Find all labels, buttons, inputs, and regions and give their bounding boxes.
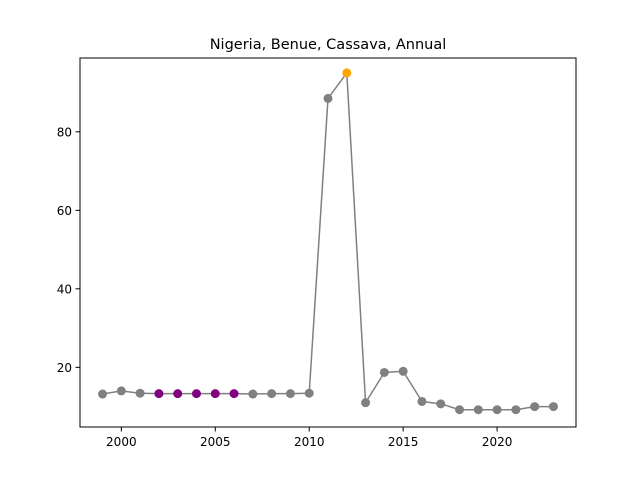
data-point [530,402,540,412]
data-point [210,389,220,399]
y-tick-label: 60 [57,204,72,218]
data-point [229,389,239,399]
data-point [285,389,295,399]
data-point [455,405,465,415]
data-point [492,405,502,415]
data-point [511,405,521,415]
x-tick-label: 2020 [482,435,513,449]
plot-frame [79,57,577,428]
data-point [548,402,558,412]
y-tick-label: 20 [57,361,72,375]
x-tick-label: 2010 [294,435,325,449]
data-point [267,389,277,399]
data-point [116,386,126,396]
data-point [98,389,108,399]
data-point [248,389,258,399]
data-point [154,389,164,399]
x-tick-label: 2000 [106,435,137,449]
data-point [417,396,427,406]
chart-title: Nigeria, Benue, Cassava, Annual [210,37,447,53]
data-point [191,389,201,399]
y-tick-label: 80 [57,125,72,139]
data-point [398,366,408,376]
data-point [304,388,314,398]
series-line [102,72,554,411]
plot-area [98,68,558,415]
data-point [173,389,183,399]
x-tick-label: 2015 [388,435,419,449]
data-point [135,388,145,398]
data-point [436,399,446,409]
data-point [323,93,333,103]
data-point [473,405,483,415]
x-tick-label: 2005 [200,435,231,449]
data-point [361,398,371,408]
data-point [342,68,352,78]
data-point [379,367,389,377]
y-tick-label: 40 [57,282,72,296]
